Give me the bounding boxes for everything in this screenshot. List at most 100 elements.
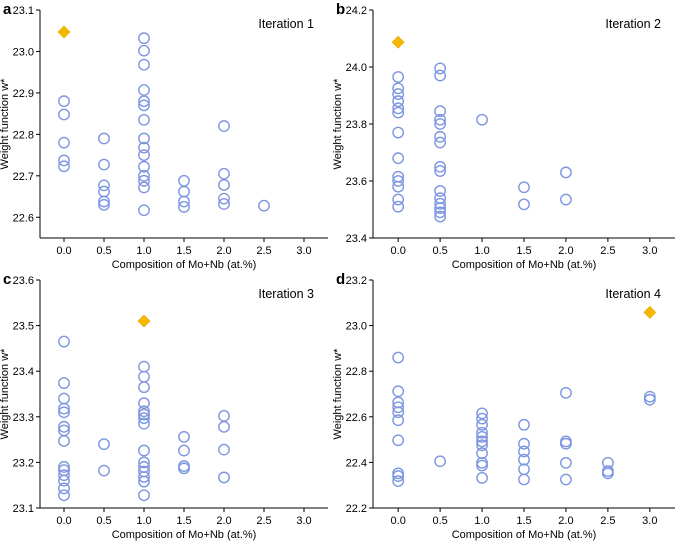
x-tick-label: 0.5 [96,245,111,257]
data-point [218,471,230,484]
x-tick-label: 2.5 [256,245,271,257]
y-tick-label: 22.6 [13,212,34,224]
data-point [476,113,488,126]
x-tick-label: 0.0 [391,245,406,257]
y-tick-label: 23.1 [13,503,34,515]
panel-letter: d [336,271,345,288]
y-tick-label: 23.0 [13,46,34,58]
data-point [518,437,530,450]
data-point [518,463,530,476]
data-point [560,386,572,399]
data-point [138,58,150,71]
data-point [476,472,488,484]
y-tick-label: 22.8 [13,129,34,141]
y-tick-label: 23.0 [346,321,367,333]
data-point [138,471,150,483]
data-point [392,82,405,95]
x-tick-label: 1.5 [516,515,531,527]
chart-panel-a: 0.0 0.5 1.0 1.5 2.0 2.5 3.0 22.6 22.7 22.8 22.9 23.… [0,1,328,271]
data-point [476,418,488,431]
data-point [138,456,150,469]
y-tick-label: 23.1 [13,5,34,17]
data-point [476,407,488,420]
x-axis-title: Composition of Mo+Nb (at.%) [452,529,597,541]
data-point [434,69,447,82]
data-point [392,414,405,427]
data-point [58,154,70,167]
data-point [560,473,572,486]
y-tick-label: 24.2 [346,5,367,17]
data-point [518,198,530,211]
data-point [178,185,190,198]
data-point [434,62,447,75]
data-point [138,405,150,418]
y-tick-label: 23.5 [13,321,34,333]
data-point [476,426,488,439]
x-tick-label: 2.0 [216,245,231,257]
data-point [138,370,150,383]
data-point [560,456,572,469]
chart-panel-b: 0.0 0.5 1.0 1.5 2.0 2.5 3.0 23.4 23.6 23.8 24.0 24.… [332,1,675,271]
x-tick-label: 1.5 [516,245,531,257]
data-point [643,390,656,403]
x-axis-title: Composition of Mo+Nb (at.%) [112,259,257,271]
data-point [98,179,110,192]
data-point [476,430,488,443]
x-tick-label: 0.5 [432,515,447,527]
y-tick-label: 22.4 [346,457,367,469]
data-point [518,445,530,458]
data-point [138,174,150,187]
data-point [178,174,190,187]
data-point [434,113,447,126]
y-axis-title: Weight function w* [332,78,344,170]
data-point [560,437,572,450]
data-point [138,489,150,502]
y-tick-label: 23.6 [346,176,367,188]
data-point [98,438,110,451]
y-tick-label: 24.0 [346,62,367,74]
data-point [98,195,110,208]
data-point [58,435,70,447]
data-point [98,464,110,477]
data-point [178,460,190,472]
y-axis-title: Weight function w* [332,348,344,440]
y-tick-label: 23.8 [346,119,367,131]
data-point [138,160,150,173]
data-point [258,199,270,212]
data-point [476,439,488,452]
data-point [218,167,230,180]
chart-panel-d: 0.0 0.5 1.0 1.5 2.0 2.5 3.0 22.2 22.4 22.6 22.8 23.… [332,271,675,541]
chart-panel-c: 0.0 0.5 1.0 1.5 2.0 2.5 3.0 23.1 23.2 23.3 23.4 23.… [0,271,328,541]
data-point [138,204,150,217]
data-point [58,461,70,473]
data-point [58,335,70,348]
data-point [434,202,447,214]
data-point [138,169,150,182]
data-point [434,160,447,173]
data-point [392,175,405,187]
y-tick-label: 22.8 [346,366,367,378]
data-point [392,385,405,398]
data-point [518,473,530,486]
data-point [138,84,150,96]
data-point [392,406,405,419]
best-candidate-diamond [643,305,657,319]
data-point [98,185,110,198]
data-point [138,381,150,394]
data-point [138,149,150,161]
y-tick-label: 22.7 [13,171,34,183]
x-tick-label: 2.5 [256,515,271,527]
x-axis-title: Composition of Mo+Nb (at.%) [112,529,257,541]
data-point [138,360,150,373]
iteration-title: Iteration 3 [258,287,314,301]
data-point [58,160,70,173]
x-tick-label: 3.0 [296,515,311,527]
x-tick-label: 0.5 [432,245,447,257]
data-point [58,402,70,415]
data-point [98,132,110,145]
y-tick-label: 22.6 [346,412,367,424]
best-candidate-diamond [57,25,71,39]
x-tick-label: 2.5 [600,515,615,527]
data-point [138,475,150,488]
